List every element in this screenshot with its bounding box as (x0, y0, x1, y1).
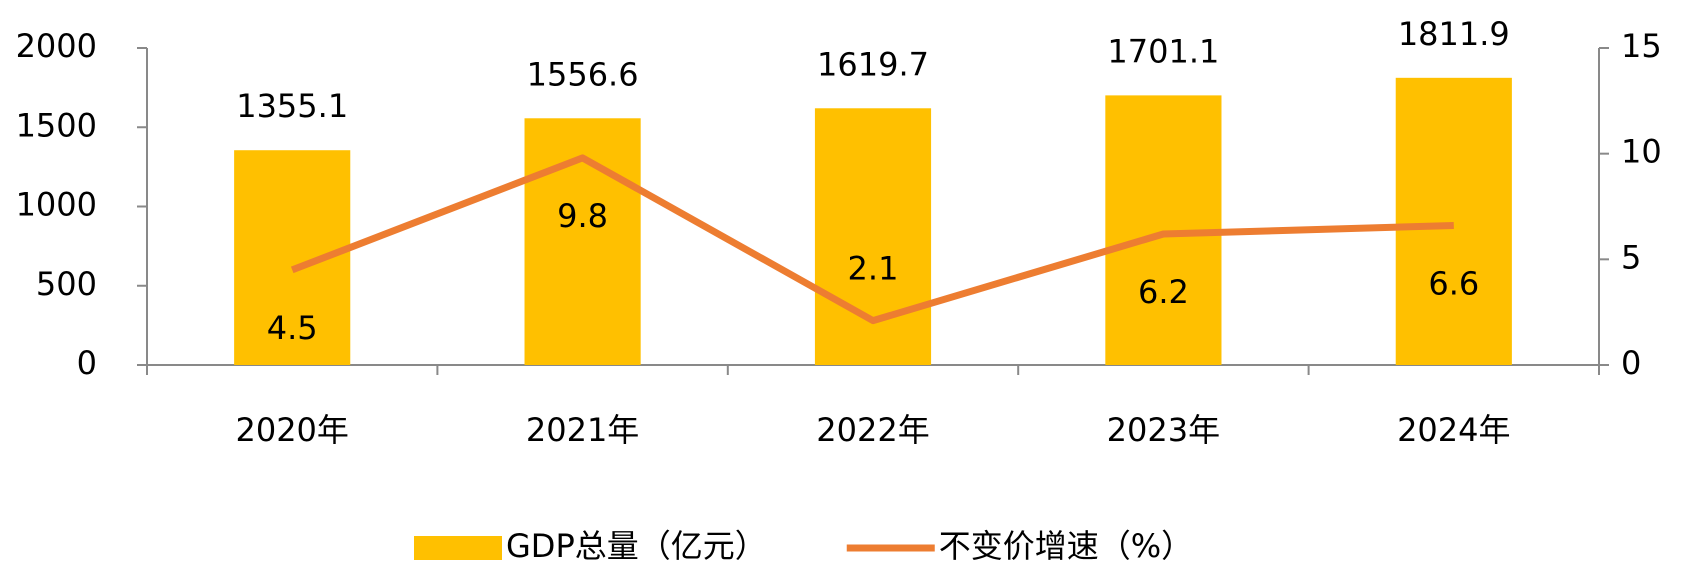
bar (814, 108, 932, 365)
y-tick-label: 0 (77, 344, 97, 382)
line-value-label: 9.8 (557, 197, 608, 235)
y-tick-label: 500 (36, 265, 97, 303)
line (290, 154, 1454, 325)
x-tick-label: 2022年 (816, 411, 929, 449)
bar-value-label: 1355.1 (236, 87, 348, 125)
y2-tick-label: 10 (1621, 133, 1662, 171)
x-tick-label: 2020年 (235, 411, 348, 449)
line-value-label: 4.5 (267, 309, 318, 347)
y2-tick-label: 15 (1621, 27, 1662, 65)
bar (1395, 77, 1512, 366)
bar-value-label: 1701.1 (1107, 32, 1219, 70)
x-tick-label: 2024年 (1397, 411, 1510, 449)
legend-swatch (414, 536, 502, 560)
y2-tick-label: 5 (1621, 238, 1641, 276)
legend-label: 不变价增速（%） (939, 527, 1193, 565)
bar-value-label: 1619.7 (817, 45, 929, 83)
y2-tick-label: 0 (1621, 344, 1641, 382)
bar-value-label: 1556.6 (527, 55, 639, 93)
line-value-label: 6.6 (1428, 265, 1479, 303)
y-tick-label: 1000 (16, 186, 97, 224)
y-tick-label: 1500 (16, 106, 97, 144)
line-value-label: 2.1 (848, 250, 899, 288)
x-tick-label: 2021年 (526, 411, 639, 449)
legend-label: GDP总量（亿元） (506, 527, 767, 565)
x-tick-label: 2023年 (1107, 411, 1220, 449)
bar-value-label: 1811.9 (1398, 15, 1510, 53)
y-tick-label: 2000 (16, 27, 97, 65)
line-value-label: 6.2 (1138, 273, 1189, 311)
